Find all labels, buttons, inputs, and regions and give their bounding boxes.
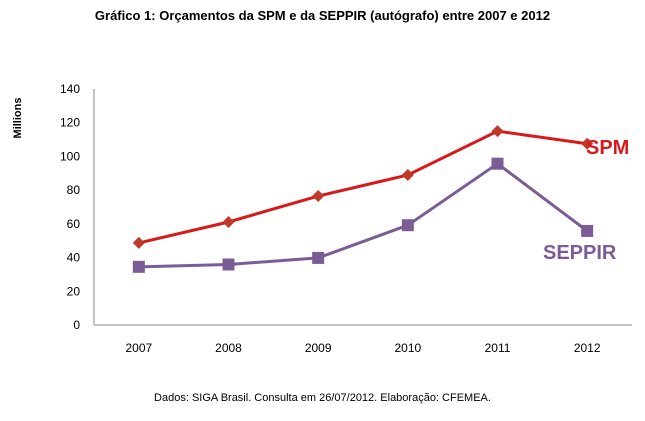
data-point-spm [312, 190, 325, 203]
y-tick-label: 100 [60, 149, 80, 163]
data-point-seppir [222, 258, 235, 271]
series-line-seppir [138, 161, 589, 269]
y-tick-label: 140 [60, 82, 80, 96]
data-point-seppir [132, 260, 145, 273]
y-tick-label: 0 [73, 318, 80, 332]
data-point-spm [222, 216, 235, 229]
x-tick-label: 2009 [305, 341, 332, 355]
y-tick-label: 120 [60, 116, 80, 130]
y-tick-label: 60 [67, 217, 81, 231]
x-tick-label: 2007 [125, 341, 152, 355]
x-tick-label: 2010 [394, 341, 421, 355]
data-point-seppir [491, 157, 504, 170]
y-tick-label: 40 [67, 251, 81, 265]
y-tick-label: 80 [67, 183, 81, 197]
data-point-spm [132, 236, 145, 249]
series-line-spm [138, 129, 588, 245]
chart-source: Dados: SIGA Brasil. Consulta em 26/07/20… [154, 392, 491, 404]
data-point-spm [581, 137, 594, 150]
data-point-spm [401, 168, 414, 181]
data-point-seppir [401, 219, 414, 232]
data-point-spm [491, 125, 504, 138]
x-tick-label: 2008 [215, 341, 242, 355]
data-point-seppir [312, 251, 325, 264]
data-point-seppir [581, 224, 594, 237]
y-tick-label: 20 [67, 284, 81, 298]
y-axis-label: Millions [12, 98, 24, 139]
chart-title: Gráfico 1: Orçamentos da SPM e da SEPPIR… [94, 8, 551, 23]
x-tick-label: 2011 [485, 341, 511, 355]
x-tick-label: 2012 [574, 341, 601, 355]
series-label-spm: SPM [586, 137, 629, 159]
series-label-seppir: SEPPIR [543, 242, 617, 264]
